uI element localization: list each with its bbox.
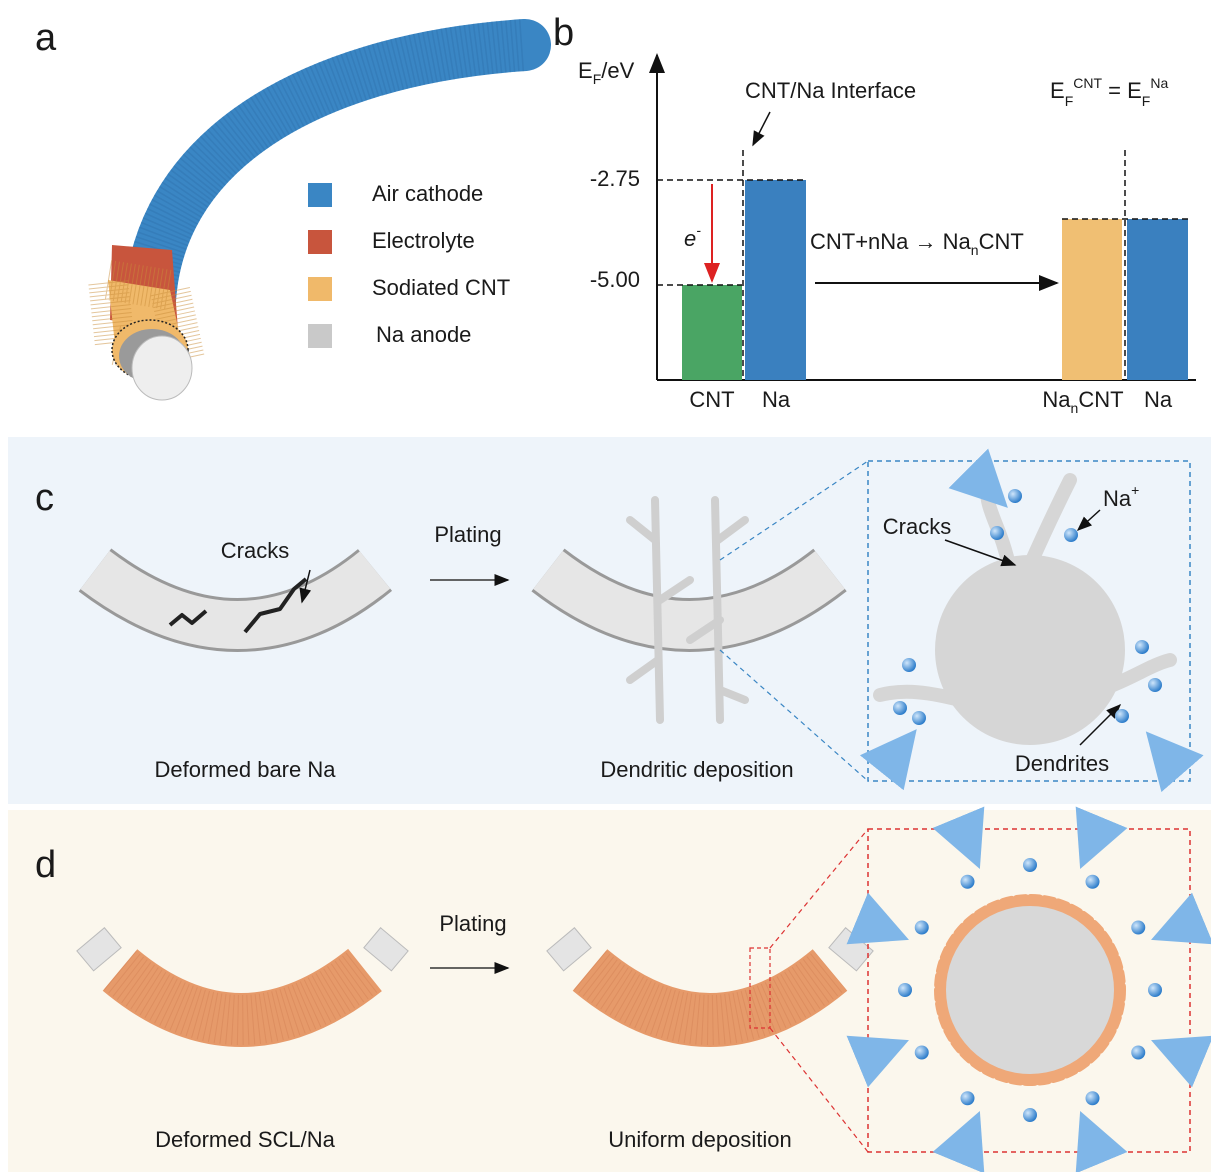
subscript: n [971, 242, 979, 258]
level-bar [745, 180, 806, 380]
na-ion [1023, 858, 1037, 872]
text-part: Na [1103, 486, 1132, 511]
na-ion [915, 1046, 929, 1060]
bar-label: CNT [689, 387, 734, 412]
bar-label: Na [1144, 387, 1173, 412]
caption: Uniform deposition [608, 1127, 791, 1152]
annotation: Cracks [221, 538, 289, 563]
level-bar [682, 285, 742, 380]
anode-end [132, 336, 192, 400]
text-part: CNT [1078, 387, 1123, 412]
na-ion [902, 658, 916, 672]
annotation: Cracks [883, 514, 951, 539]
panel-label: c [35, 477, 54, 519]
caption: Deformed bare Na [155, 757, 337, 782]
na-ion [912, 711, 926, 725]
na-ion [915, 921, 929, 935]
legend-swatch [308, 277, 332, 301]
legend-label: Sodiated CNT [372, 275, 510, 300]
legend-swatch [308, 183, 332, 207]
legend-label: Na anode [376, 322, 471, 347]
superscript: Na [1150, 75, 1168, 91]
panel-label: a [35, 17, 57, 59]
pointer [753, 112, 770, 145]
text-part: /eV [601, 58, 634, 83]
na-ion [961, 875, 975, 889]
reaction: CNT+nNa → NanCNT [810, 229, 1024, 258]
superscript: CNT [1073, 75, 1102, 91]
superscript: + [1131, 482, 1139, 498]
text-part: E [578, 58, 593, 83]
na-particle [935, 555, 1125, 745]
interface-label: CNT/Na Interface [745, 78, 916, 103]
text-part: e [684, 226, 696, 251]
na-ion [1008, 489, 1022, 503]
axis-label: EF/eV [578, 58, 635, 87]
text-part: = E [1102, 78, 1142, 103]
level-bar [1062, 219, 1122, 380]
na-ion [1131, 921, 1145, 935]
annotation: Dendrites [1015, 751, 1109, 776]
subscript: F [1065, 93, 1074, 109]
subscript: n [1071, 400, 1079, 416]
na-ion [990, 526, 1004, 540]
na-core [946, 906, 1114, 1074]
legend-swatch [308, 324, 332, 348]
subscript: F [593, 71, 602, 87]
na-ion [1148, 678, 1162, 692]
panel-label: d [35, 844, 56, 886]
subscript: F [1142, 93, 1151, 109]
figure: a Air cathode Electrolyte Sodiated CNT N… [0, 0, 1211, 1172]
na-ion [1086, 1091, 1100, 1105]
na-ion [1131, 1046, 1145, 1060]
step-label: Plating [439, 911, 506, 936]
na-ion [1086, 875, 1100, 889]
na-ion [898, 983, 912, 997]
text-part: CNT [979, 229, 1024, 254]
na-ion [1064, 528, 1078, 542]
level-label: -5.00 [590, 267, 640, 292]
text-part: E [1050, 78, 1065, 103]
bar-label: NanCNT [1042, 387, 1123, 416]
dendrite [655, 500, 660, 720]
na-ion [1135, 640, 1149, 654]
electron-label: e- [684, 222, 701, 251]
equation: EFCNT = EFNa [1050, 75, 1168, 109]
bar-label: Na [762, 387, 791, 412]
level-label: -2.75 [590, 166, 640, 191]
text-part: Na [1042, 387, 1071, 412]
na-ion [961, 1091, 975, 1105]
legend-label: Electrolyte [372, 228, 475, 253]
na-ion [1023, 1108, 1037, 1122]
level-bar [1127, 219, 1188, 380]
superscript: - [696, 222, 701, 238]
na-ion [893, 701, 907, 715]
panel-label: b [553, 12, 574, 54]
caption: Dendritic deposition [600, 757, 793, 782]
na-ion [1148, 983, 1162, 997]
caption: Deformed SCL/Na [155, 1127, 336, 1152]
na-ion [1115, 709, 1129, 723]
text-part: CNT+nNa → Na [810, 229, 972, 254]
step-label: Plating [434, 522, 501, 547]
legend-label: Air cathode [372, 181, 483, 206]
legend-swatch [308, 230, 332, 254]
